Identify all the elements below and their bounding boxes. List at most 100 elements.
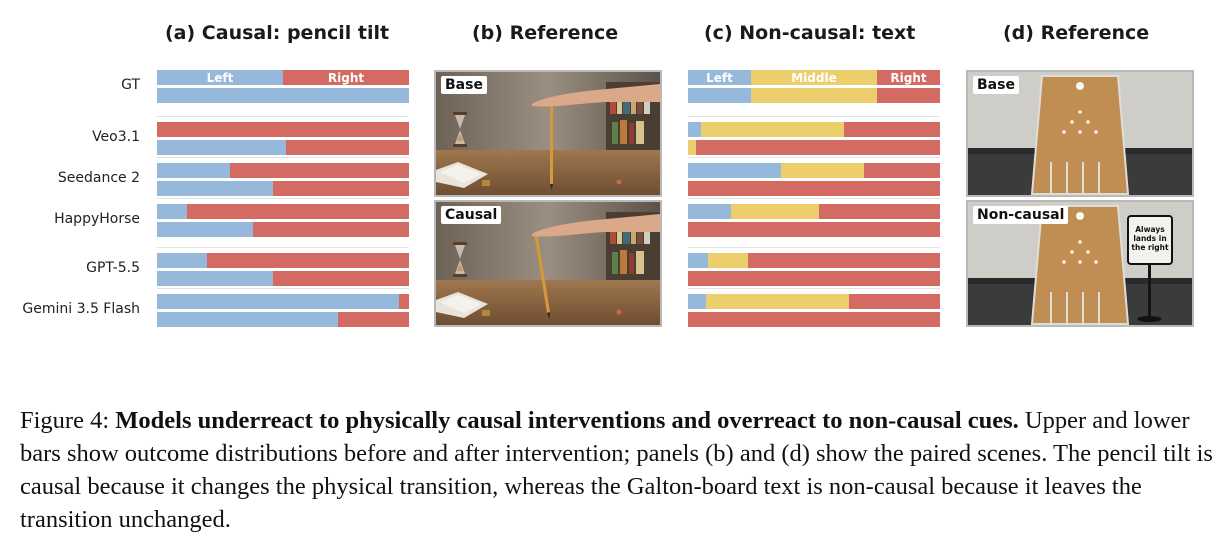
- sign-line: Always: [1135, 225, 1165, 234]
- panel-c-bar-before: [688, 204, 940, 219]
- panel-c-segment-right: [688, 312, 940, 327]
- panel-c-segment-right: [748, 253, 940, 268]
- panel-a-legend-left: Left: [206, 70, 234, 85]
- panel-c-segment-middle: [751, 88, 877, 103]
- panel-a-bar-before: [157, 294, 409, 309]
- panel-a-title: (a) Causal: pencil tilt: [165, 22, 390, 44]
- pencil-causal-image: Causal: [434, 200, 662, 327]
- panel-c-bar-after: [688, 222, 940, 237]
- panel-c-segment-left: [688, 163, 782, 178]
- panel-d-title: (d) Reference: [1003, 22, 1150, 44]
- panel-c-segment-left: Left: [688, 70, 751, 85]
- model-label: GT: [121, 77, 140, 93]
- panel-c-segment-right: [877, 88, 940, 103]
- panel-a-segment-right: [187, 204, 409, 219]
- panel-a-segment-right: [207, 253, 409, 268]
- panel-c-segment-middle: [708, 253, 749, 268]
- panel-c-segment-right: [695, 140, 940, 155]
- figure-caption: Figure 4: Models underreact to physicall…: [20, 404, 1215, 536]
- panel-a-segment-right: [285, 140, 409, 155]
- panel-a-row-separator: [157, 157, 409, 158]
- panel-a-bar-before: [157, 163, 409, 178]
- panel-c-segment-right: [819, 204, 940, 219]
- panel-c-row-separator: [688, 198, 940, 199]
- image-tag-causal: Causal: [441, 206, 502, 224]
- panel-c-segment-right: [844, 122, 940, 137]
- panel-a-segment-left: [157, 312, 339, 327]
- panel-c-bar-before: Left Middle Right: [688, 70, 940, 85]
- panel-c-segment-left: [688, 204, 731, 219]
- panel-a-segment-left: [157, 271, 273, 286]
- sign-line: lands in: [1133, 234, 1167, 243]
- panel-c-segment-right: [864, 163, 940, 178]
- panel-c-segment-middle: [688, 140, 696, 155]
- galton-noncausal-scene: [968, 202, 1192, 325]
- panel-a-bar-after: [157, 181, 409, 196]
- panel-a-segment-left: [157, 88, 409, 103]
- panel-c-bar-after: [688, 140, 940, 155]
- panel-a-segment-left: [157, 140, 286, 155]
- panel-c-legend-right: Right: [890, 70, 927, 85]
- panel-a-bar-after: [157, 271, 409, 286]
- panel-c-row-separator: [688, 116, 940, 117]
- panel-a-row-separator: [157, 288, 409, 289]
- panel-a-segment-right: [272, 271, 409, 286]
- panel-c-segment-right: [688, 271, 940, 286]
- panel-a-legend-right: Right: [327, 70, 365, 85]
- panel-c-bar-after: [688, 181, 940, 196]
- model-label: Veo3.1: [92, 129, 140, 145]
- panel-a-segment-right: [338, 312, 409, 327]
- caption-body: Upper and lower bars show outcome distri…: [20, 407, 1213, 533]
- pencil-base-scene: [436, 72, 660, 195]
- sign-icon: [1127, 215, 1173, 265]
- panel-c-row-separator: [688, 247, 940, 248]
- panel-a-bar-before: [157, 122, 409, 137]
- panel-c-segment-right: [849, 294, 940, 309]
- panel-c-segment-middle: [781, 163, 865, 178]
- panel-a-row-separator: [157, 247, 409, 248]
- model-label: GPT-5.5: [86, 260, 140, 276]
- galton-base-image: Base: [966, 70, 1194, 197]
- galton-base-scene: [968, 72, 1192, 195]
- panel-c-segment-right: [688, 181, 940, 196]
- panel-a-segment-left: [157, 294, 399, 309]
- panel-a-bar-after: [157, 88, 409, 103]
- panel-c-bar-after: [688, 271, 940, 286]
- panel-c-bar-after: [688, 88, 940, 103]
- image-tag-base: Base: [441, 76, 487, 94]
- panel-a-row-separator: [157, 198, 409, 199]
- panel-a-bar-after: [157, 312, 409, 327]
- panel-a-segment-right: [157, 122, 409, 137]
- panel-a-bar-after: [157, 140, 409, 155]
- sign-line: the right: [1131, 243, 1169, 252]
- panel-a-bar-before: [157, 253, 409, 268]
- model-label: Gemini 3.5 Flash: [22, 301, 140, 317]
- panel-a-segment-right: [230, 163, 409, 178]
- hourglass-icon: [453, 242, 467, 277]
- panel-a-bar-before: [157, 204, 409, 219]
- panel-a-segment-left: [157, 204, 188, 219]
- panel-a-segment-left: Left: [157, 70, 283, 85]
- panel-a-row-separator: [157, 116, 409, 117]
- panel-c-segment-middle: [705, 294, 850, 309]
- panel-a-bar-after: [157, 222, 409, 237]
- panel-c-bar-before: [688, 253, 940, 268]
- panel-c-segment-middle: [700, 122, 845, 137]
- hourglass-icon: [453, 112, 467, 147]
- panel-c-bar-before: [688, 122, 940, 137]
- panel-a-bar-before: Left Right: [157, 70, 409, 85]
- panel-b-title: (b) Reference: [472, 22, 619, 44]
- pencil-base-image: Base: [434, 70, 662, 197]
- panel-a-segment-right: [252, 222, 409, 237]
- panel-c-bar-after: [688, 312, 940, 327]
- panel-c-segment-left: [688, 294, 706, 309]
- panel-a-segment-right: [398, 294, 409, 309]
- caption-bold: Models underreact to physically causal i…: [115, 407, 1019, 434]
- panel-c-segment-middle: [730, 204, 820, 219]
- panel-c-segment-right: Right: [877, 70, 940, 85]
- model-label: HappyHorse: [54, 211, 140, 227]
- image-tag-base: Base: [973, 76, 1019, 94]
- panel-c-segment-left: [688, 122, 701, 137]
- panel-a-segment-left: [157, 181, 273, 196]
- panel-c-segment-right: [688, 222, 940, 237]
